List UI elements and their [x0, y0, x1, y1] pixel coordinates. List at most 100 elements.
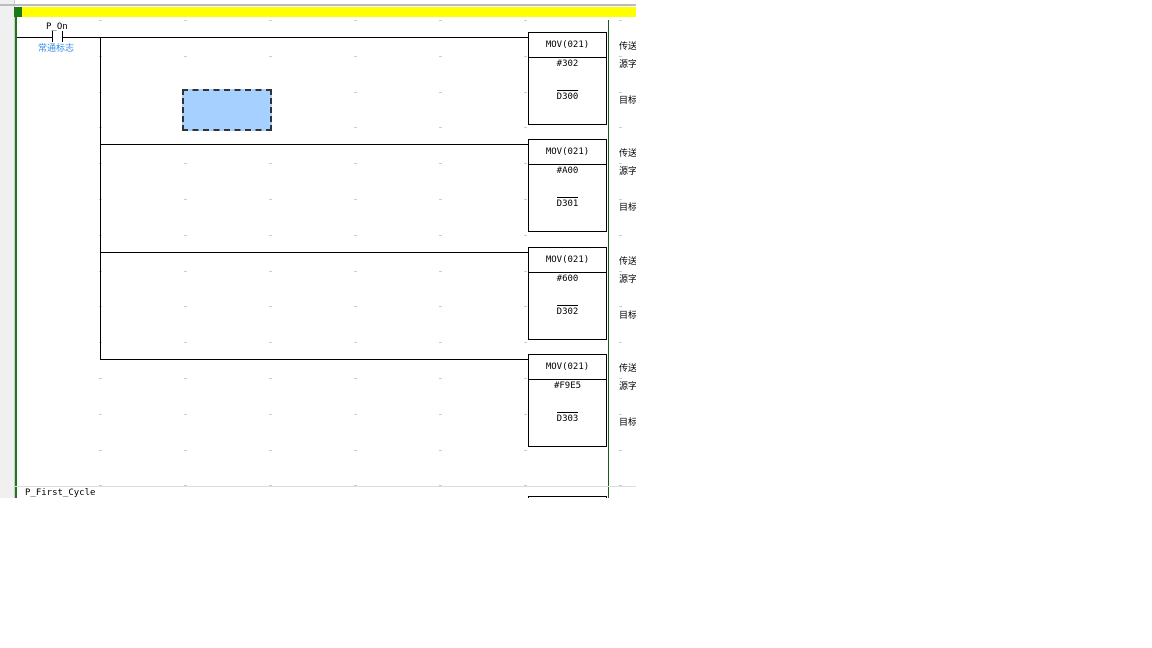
grid-dot	[619, 378, 622, 379]
branch-wire	[100, 37, 101, 360]
grid-dot	[354, 163, 357, 164]
grid-dot	[524, 342, 527, 343]
selection-cursor[interactable]	[182, 89, 272, 131]
grid-dot	[354, 378, 357, 379]
branch-wire	[100, 252, 528, 253]
grid-dot	[619, 127, 622, 128]
dest-operand[interactable]: D303	[529, 412, 606, 424]
grid-dot	[269, 378, 272, 379]
operand-comment: 源字	[619, 275, 636, 285]
operand-comment: 目标	[619, 418, 636, 428]
grid-dot	[524, 306, 527, 307]
grid-dot	[354, 56, 357, 57]
grid-dot	[619, 271, 622, 272]
grid-dot	[439, 92, 442, 93]
grid-dot	[439, 378, 442, 379]
source-operand[interactable]: #302	[556, 59, 579, 69]
grid-dot	[184, 485, 187, 486]
grid-dot	[184, 306, 187, 307]
instruction-mnemonic: MOV(021)	[529, 248, 606, 273]
grid-dot	[99, 450, 102, 451]
ladder-editor[interactable]: P_On 常通标志 MOV(021) #302 D300 传送 源字 目标 MO…	[0, 0, 636, 498]
operand-comment: 传送	[619, 42, 636, 52]
grid-dot	[99, 20, 102, 21]
branch-wire	[100, 144, 528, 145]
grid-dot	[184, 450, 187, 451]
dest-operand[interactable]: D300	[529, 90, 606, 102]
grid-dot	[99, 414, 102, 415]
instruction-mnemonic: MOV(021)	[529, 140, 606, 165]
operand-comment: 传送	[619, 364, 636, 374]
source-operand[interactable]: #600	[556, 274, 579, 284]
operand-comment: 传送	[619, 149, 636, 159]
grid-dot	[619, 56, 622, 57]
grid-dot	[439, 485, 442, 486]
grid-dot	[524, 485, 527, 486]
dest-operand-text: D301	[556, 197, 579, 209]
grid-dot	[619, 199, 622, 200]
instruction-mnemonic: MOV(021)	[529, 33, 606, 58]
grid-dot	[524, 271, 527, 272]
grid-dot	[439, 271, 442, 272]
contact-name: P_On	[46, 22, 68, 32]
grid-dot	[524, 450, 527, 451]
grid-dot	[439, 163, 442, 164]
instruction-box-partial[interactable]	[528, 496, 607, 498]
normally-open-contact-icon[interactable]	[52, 31, 63, 42]
operand-comment: 源字	[619, 60, 636, 70]
grid-dot	[184, 414, 187, 415]
grid-dot	[619, 235, 622, 236]
right-power-rail	[608, 20, 609, 498]
operand-comment: 目标	[619, 203, 636, 213]
grid-dot	[524, 20, 527, 21]
grid-dot	[439, 56, 442, 57]
grid-dot	[269, 163, 272, 164]
grid-dot	[619, 92, 622, 93]
grid-dot	[439, 20, 442, 21]
grid-dot	[354, 92, 357, 93]
grid-dot	[184, 20, 187, 21]
grid-dot	[354, 235, 357, 236]
operand-comment: 源字	[619, 382, 636, 392]
mov-instruction-box[interactable]: MOV(021) #600 D302	[528, 247, 607, 340]
grid-dot	[439, 127, 442, 128]
grid-dot	[184, 56, 187, 57]
rung-header-bar[interactable]	[22, 7, 636, 17]
source-operand[interactable]: #A00	[556, 166, 579, 176]
dest-operand[interactable]: D301	[529, 197, 606, 209]
operand-comment: 源字	[619, 167, 636, 177]
instruction-mnemonic: MOV(021)	[529, 355, 606, 380]
grid-dot	[524, 92, 527, 93]
grid-dot	[269, 450, 272, 451]
source-operand[interactable]: #F9E5	[553, 381, 582, 391]
grid-dot	[524, 199, 527, 200]
mov-instruction-box[interactable]: MOV(021) #A00 D301	[528, 139, 607, 232]
dest-operand[interactable]: D302	[529, 305, 606, 317]
grid-dot	[439, 306, 442, 307]
grid-dot	[184, 342, 187, 343]
dest-operand-text: D300	[556, 90, 579, 102]
grid-dot	[354, 306, 357, 307]
grid-dot	[354, 414, 357, 415]
rung-wire	[62, 37, 528, 38]
grid-dot	[269, 271, 272, 272]
grid-dot	[524, 56, 527, 57]
grid-dot	[439, 342, 442, 343]
grid-dot	[99, 378, 102, 379]
branch-wire	[100, 359, 528, 360]
grid-dot	[269, 235, 272, 236]
grid-dot	[354, 199, 357, 200]
left-power-rail	[15, 17, 17, 498]
rung-marker[interactable]	[14, 7, 22, 17]
grid-dot	[439, 450, 442, 451]
grid-dot	[269, 485, 272, 486]
grid-dot	[524, 414, 527, 415]
grid-dot	[184, 271, 187, 272]
mov-instruction-box[interactable]: MOV(021) #302 D300	[528, 32, 607, 125]
grid-dot	[354, 127, 357, 128]
rung-separator	[15, 486, 636, 487]
grid-dot	[524, 163, 527, 164]
mov-instruction-box[interactable]: MOV(021) #F9E5 D303	[528, 354, 607, 447]
grid-dot	[269, 342, 272, 343]
grid-dot	[619, 450, 622, 451]
